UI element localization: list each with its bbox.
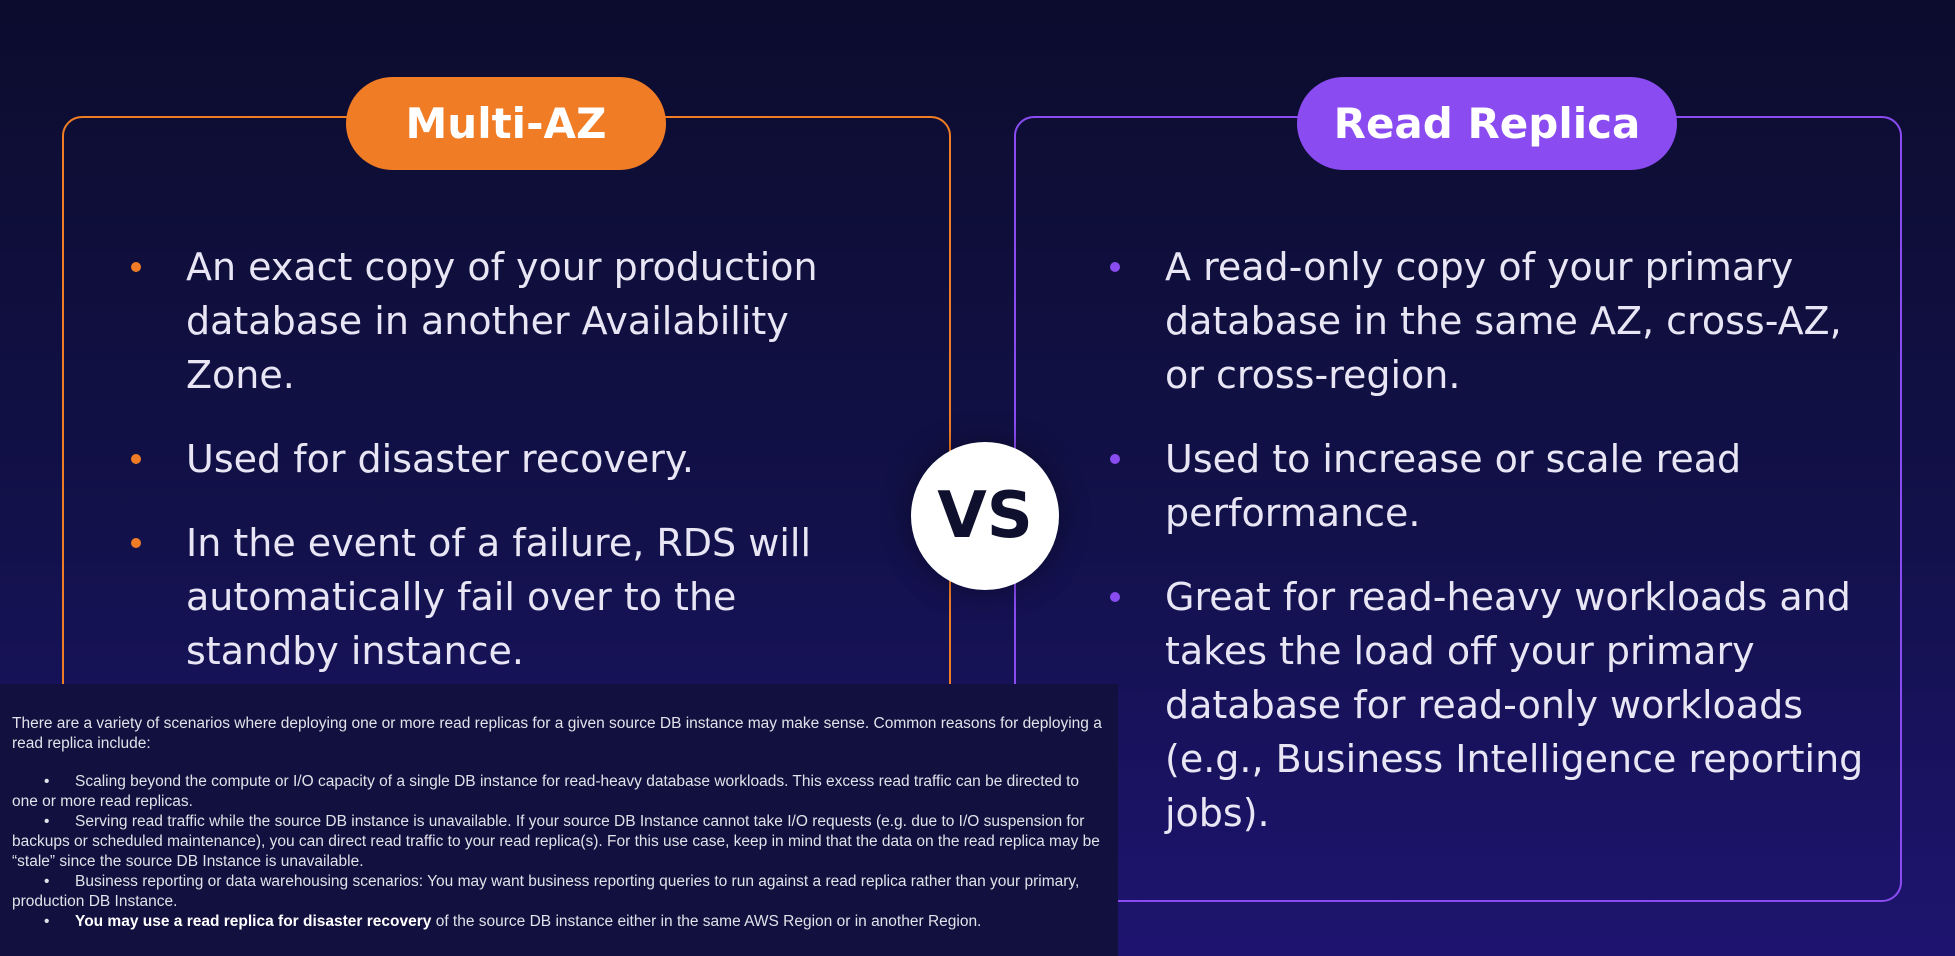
bullet-text: Used for disaster recovery.	[186, 437, 695, 481]
overlay-item: • Scaling beyond the compute or I/O capac…	[12, 772, 1106, 812]
overlay-item-text: Scaling beyond the compute or I/O capaci…	[12, 773, 1080, 810]
read-replica-notes-overlay: There are a variety of scenarios where d…	[0, 684, 1118, 956]
bullet-text: An exact copy of your production databas…	[186, 245, 818, 397]
overlay-item-text: Business reporting or data warehousing s…	[12, 873, 1080, 910]
bullet-icon: •	[44, 773, 50, 790]
bullet-icon: •	[44, 813, 50, 830]
list-item: Great for read-heavy workloads and takes…	[1110, 570, 1880, 840]
bullet-dot-icon	[1110, 454, 1120, 464]
read-replica-bullet-list: A read-only copy of your primary databas…	[1110, 240, 1880, 870]
list-item: An exact copy of your production databas…	[131, 240, 851, 402]
list-item: A read-only copy of your primary databas…	[1110, 240, 1880, 402]
bullet-text: In the event of a failure, RDS will auto…	[186, 521, 811, 673]
bullet-icon: •	[44, 913, 50, 930]
read-replica-title-pill: Read Replica	[1297, 77, 1677, 170]
list-item: In the event of a failure, RDS will auto…	[131, 516, 851, 678]
bullet-dot-icon	[1110, 592, 1120, 602]
overlay-item-text: Serving read traffic while the source DB…	[12, 813, 1100, 870]
overlay-item-bold-text: You may use a read replica for disaster …	[75, 913, 432, 930]
multi-az-bullet-list: An exact copy of your production databas…	[131, 240, 851, 708]
overlay-item: • You may use a read replica for disaster…	[12, 912, 1106, 932]
bullet-dot-icon	[1110, 262, 1120, 272]
bullet-icon: •	[44, 873, 50, 890]
overlay-intro-text: There are a variety of scenarios where d…	[12, 715, 1102, 752]
bullet-dot-icon	[131, 538, 141, 548]
list-item: Used to increase or scale read performan…	[1110, 432, 1880, 540]
bullet-dot-icon	[131, 454, 141, 464]
list-item: Used for disaster recovery.	[131, 432, 851, 486]
bullet-dot-icon	[131, 262, 141, 272]
overlay-item: • Business reporting or data warehousing …	[12, 872, 1106, 912]
overlay-item: • Serving read traffic while the source D…	[12, 812, 1106, 872]
vs-badge: VS	[911, 442, 1059, 590]
bullet-text: Great for read-heavy workloads and takes…	[1165, 575, 1864, 835]
multi-az-title-pill: Multi-AZ	[346, 77, 666, 170]
bullet-text: A read-only copy of your primary databas…	[1165, 245, 1842, 397]
bullet-text: Used to increase or scale read performan…	[1165, 437, 1742, 535]
overlay-item-text: of the source DB instance either in the …	[431, 913, 982, 930]
